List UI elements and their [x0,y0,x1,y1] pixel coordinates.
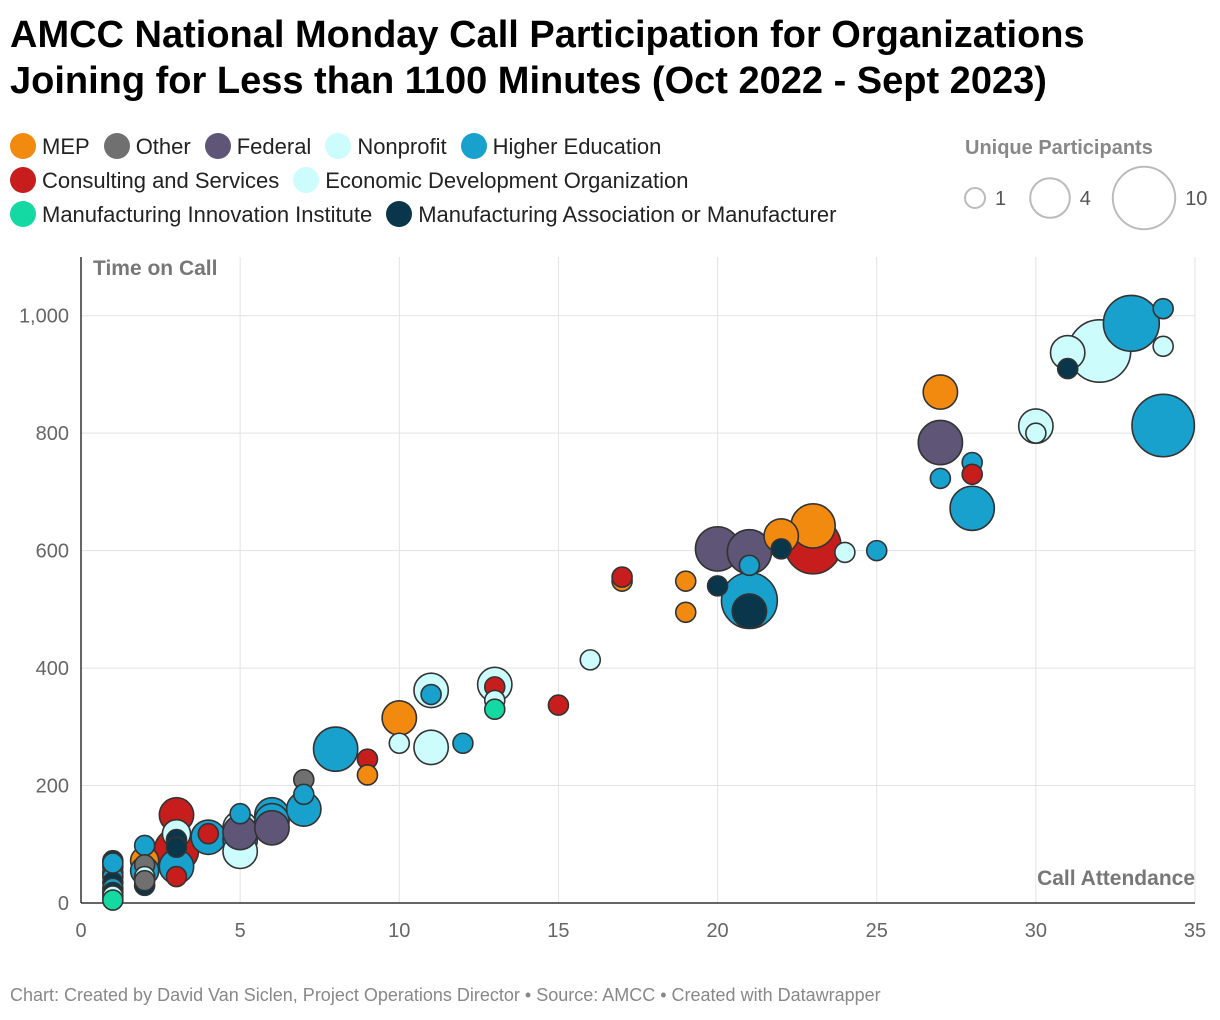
legend-label-other: Other [135,134,191,159]
legend-label-manufacturing-association-or-manufacturer: Manufacturing Association or Manufacture… [418,202,837,227]
data-point-higher-education[interactable] [1102,294,1161,353]
data-point-higher-education[interactable] [420,683,442,706]
legend-label-mep: MEP [42,134,90,159]
data-point-consulting-and-services[interactable] [961,463,984,486]
x-tick-label: 0 [75,920,86,942]
x-axis-title: Call Attendance [1037,867,1195,890]
legend-swatch-mep [10,133,36,159]
data-point-higher-education[interactable] [1131,393,1196,458]
size-legend-circles: 1 4 10 [964,165,1207,231]
legend-label-consulting-and-services: Consulting and Services [42,168,280,193]
legend-item-consulting-and-services[interactable]: Consulting and Services [10,164,279,198]
data-point-higher-education[interactable] [133,834,156,857]
data-point-federal[interactable] [253,809,290,846]
x-tick-label: 20 [706,920,728,942]
legend-item-mep[interactable]: MEP [10,130,90,164]
size-legend-label-4: 4 [1080,188,1091,210]
data-point-manufacturing-association-or-manufacturer[interactable] [731,593,768,630]
data-point-higher-education[interactable] [102,852,124,874]
legend-label-manufacturing-innovation-institute: Manufacturing Innovation Institute [42,202,373,227]
size-legend-circle-10 [1111,165,1177,231]
data-point-consulting-and-services[interactable] [547,694,570,716]
data-point-nonprofit[interactable] [1025,422,1047,444]
data-point-mep[interactable] [674,570,697,592]
chart-title-line-2: Joining for Less than 1100 Minutes (Oct … [10,60,1047,102]
data-point-higher-education[interactable] [452,732,474,755]
y-tick-label: 1,000 [19,306,69,328]
data-point-higher-education[interactable] [949,485,996,532]
data-point-nonprofit[interactable] [413,729,450,766]
y-tick-label: 200 [36,776,69,798]
data-point-nonprofit[interactable] [388,732,411,755]
y-tick-label: 600 [36,541,69,563]
data-point-consulting-and-services[interactable] [611,566,633,588]
data-point-nonprofit[interactable] [579,649,602,671]
data-point-higher-education[interactable] [1152,297,1174,320]
x-tick-label: 10 [388,920,410,942]
data-point-nonprofit[interactable] [1152,335,1174,358]
legend-swatch-economic-development-organization [293,167,320,193]
legend-item-nonprofit[interactable]: Nonprofit [325,130,447,164]
data-point-higher-education[interactable] [312,726,359,773]
data-point-higher-education[interactable] [865,539,888,562]
x-tick-label: 5 [235,920,246,942]
data-point-mep[interactable] [356,764,379,786]
legend-item-federal[interactable]: Federal [204,130,312,164]
data-point-higher-education[interactable] [738,554,761,577]
data-point-federal[interactable] [917,419,964,466]
legend-label-nonprofit: Nonprofit [357,134,447,159]
legend-label-federal: Federal [236,134,312,159]
data-point-nonprofit[interactable] [834,541,856,564]
data-point-mep[interactable] [922,374,959,411]
chart-footer-credit: Chart: Created by David Van Siclen, Proj… [10,985,881,1005]
legend-swatch-manufacturing-innovation-institute [10,201,36,227]
y-axis-title: Time on Call [93,257,217,280]
legend-item-economic-development-organization[interactable]: Economic Development Organization [293,164,688,198]
data-point-consulting-and-services[interactable] [197,822,220,845]
legend-item-manufacturing-association-or-manufacturer[interactable]: Manufacturing Association or Manufacture… [386,198,836,232]
x-tick-label: 30 [1025,920,1047,942]
size-legend-label-10: 10 [1185,188,1207,210]
legend-item-higher-education[interactable]: Higher Education [460,130,662,164]
data-point-higher-education[interactable] [292,783,315,806]
legend-label-higher-education: Higher Education [492,134,662,159]
legend-swatch-federal [204,133,231,159]
data-point-manufacturing-association-or-manufacturer[interactable] [770,538,793,560]
data-point-consulting-and-services[interactable] [165,865,188,888]
scatter-plot: 0 5 10 15 20 25 30 35 0 200 400 600 800 1,000 Time on … [19,257,1206,942]
color-legend: MEP Other Federal Nonprofit Higher Education… [10,130,950,232]
legend-swatch-higher-education [460,133,487,159]
legend-swatch-manufacturing-association-or-manufacturer [386,201,413,227]
data-point-other[interactable] [133,869,156,892]
data-point-manufacturing-innovation-institute[interactable] [483,698,506,721]
x-tick-label: 35 [1184,920,1206,942]
data-point-higher-education[interactable] [929,467,952,490]
chart-title: AMCC National Monday Call Participation … [10,12,1210,104]
legend-swatch-consulting-and-services [10,167,36,193]
y-tick-label: 800 [36,423,69,445]
y-tick-label: 400 [36,658,69,680]
data-point-higher-education[interactable] [229,802,251,825]
data-point-manufacturing-association-or-manufacturer[interactable] [165,836,188,859]
legend-label-economic-development-organization: Economic Development Organization [325,168,689,193]
size-legend: Unique Participants 1 4 10 [960,135,1215,235]
data-point-mep[interactable] [381,700,418,736]
size-legend-circle-1 [964,187,986,209]
y-tick-label: 0 [58,893,69,915]
legend-item-manufacturing-innovation-institute[interactable]: Manufacturing Innovation Institute [10,198,372,232]
x-tick-label: 25 [866,920,888,942]
data-point-manufacturing-association-or-manufacturer[interactable] [1056,357,1079,380]
size-legend-circle-4 [1029,177,1071,219]
legend-swatch-other [103,133,130,159]
legend-item-other[interactable]: Other [103,130,191,164]
data-point-mep[interactable] [674,601,697,624]
data-point-manufacturing-innovation-institute[interactable] [102,889,124,911]
chart-title-line-1: AMCC National Monday Call Participation … [10,14,1085,56]
data-point-manufacturing-association-or-manufacturer[interactable] [706,575,729,597]
size-legend-title: Unique Participants [965,137,1153,159]
size-legend-label-1: 1 [995,188,1006,210]
legend-swatch-nonprofit [325,133,352,159]
x-tick-label: 15 [547,920,569,942]
